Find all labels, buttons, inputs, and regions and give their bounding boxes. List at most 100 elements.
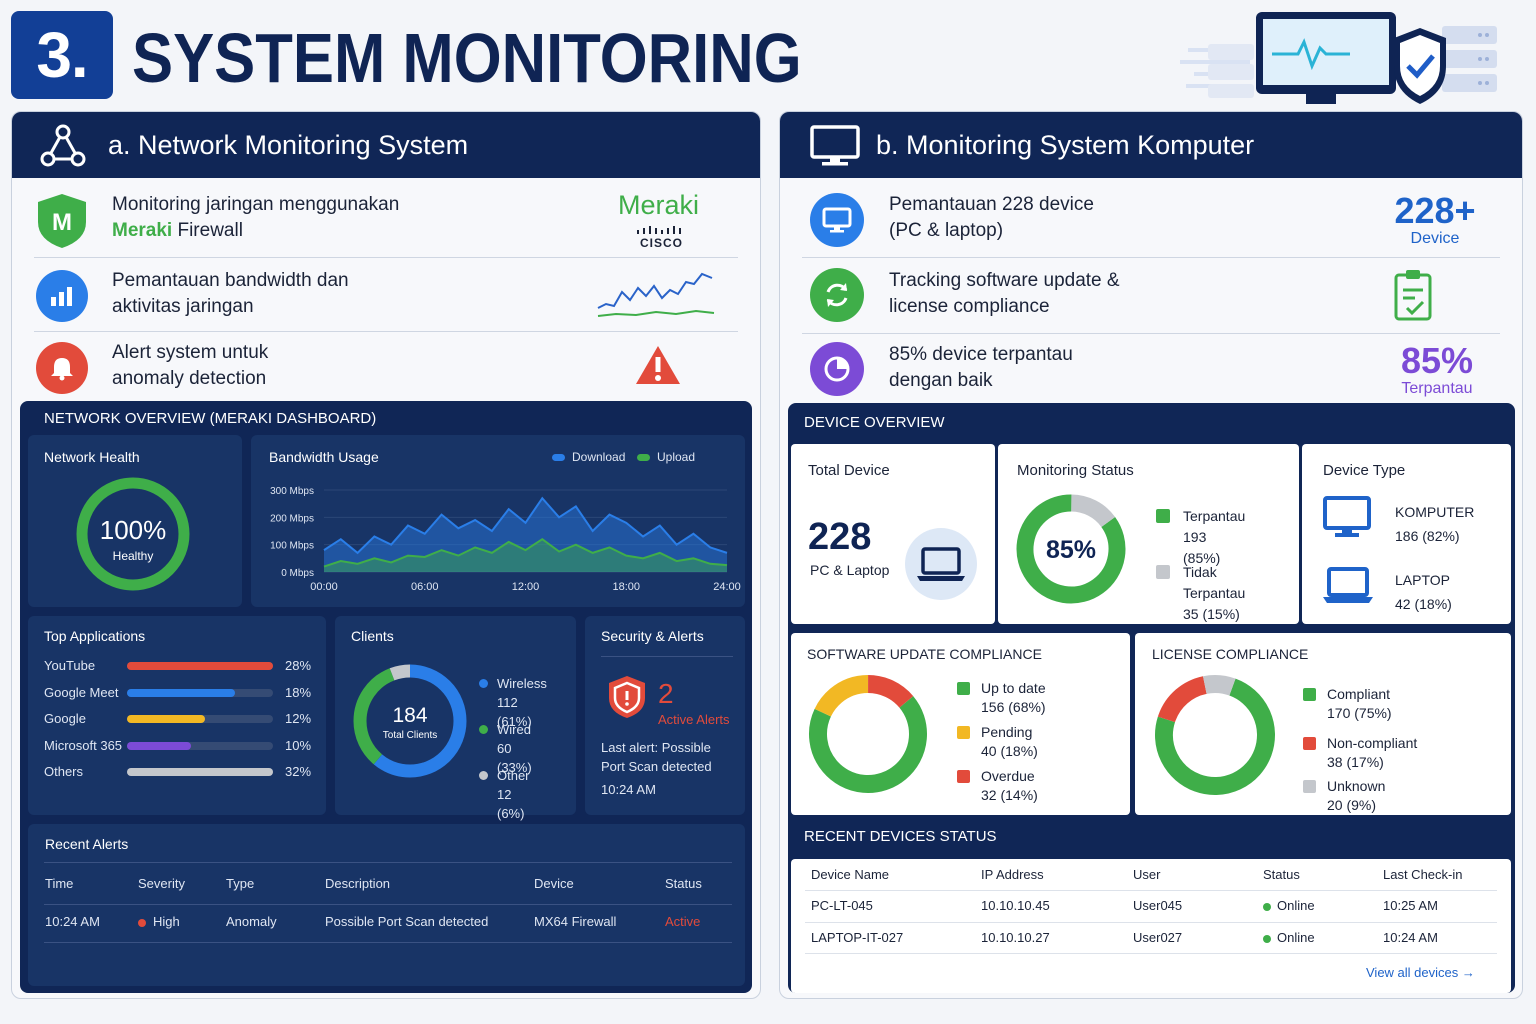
- device-type-name: LAPTOP: [1395, 572, 1450, 588]
- desktop-icon: [810, 193, 864, 247]
- monitor-shield-illustration: [1180, 12, 1497, 104]
- legend-download: Download: [572, 450, 626, 464]
- overview-title: NETWORK OVERVIEW (MERAKI DASHBOARD): [44, 410, 377, 427]
- recent-alerts-card: Recent Alerts Time Severity Type Descriptio…: [28, 824, 745, 986]
- legend-name: Up to date: [981, 680, 1046, 696]
- app-bar: [127, 741, 191, 750]
- network-dashboard: NETWORK OVERVIEW (MERAKI DASHBOARD) Netw…: [20, 401, 752, 993]
- donut-slice: [1155, 675, 1275, 795]
- monitoring-status-card: Monitoring Status 85% Terpantau 193 (85%)…: [998, 444, 1299, 624]
- online-dot: [1263, 935, 1271, 943]
- legend-name: Non-compliant: [1327, 735, 1418, 751]
- legend-swatch: [1156, 565, 1170, 579]
- table-row[interactable]: 10:24 AM High Anomaly Possible Port Scan…: [28, 914, 745, 934]
- legend-dot: [479, 771, 488, 780]
- clients-total-label: Total Clients: [382, 730, 438, 741]
- status: Online: [1277, 930, 1315, 945]
- license-compliance-card: LICENSE COMPLIANCE Compliant 170 (75%) No…: [1135, 633, 1511, 815]
- card-title: SOFTWARE UPDATE COMPLIANCE: [807, 646, 1042, 662]
- last-checkin: 10:24 AM: [1383, 930, 1438, 945]
- card-title: Clients: [351, 628, 394, 644]
- card-title: LICENSE COMPLIANCE: [1152, 646, 1309, 662]
- feature-line1: Tracking software update &: [889, 270, 1120, 291]
- section-number: 3.: [11, 11, 113, 99]
- card-title: Security & Alerts: [601, 628, 704, 644]
- app-percent: 12%: [285, 711, 312, 726]
- app-name: Google: [44, 711, 86, 726]
- feature-line2: license compliance: [889, 296, 1050, 317]
- network-nodes-icon: [40, 124, 86, 167]
- legend-swatch: [957, 770, 970, 783]
- app-bar: [127, 768, 273, 776]
- user: User027: [1133, 930, 1183, 945]
- recent-devices-title: RECENT DEVICES STATUS: [804, 828, 997, 845]
- legend-value: 12 (6%): [497, 787, 525, 821]
- app-percent: 10%: [285, 737, 312, 753]
- column-header: Device Name: [811, 867, 890, 882]
- x-tick-label: 24:00: [713, 581, 741, 593]
- x-tick-label: 12:00: [512, 581, 540, 593]
- column-header: IP Address: [981, 867, 1044, 882]
- card-title: Top Applications: [44, 628, 146, 644]
- feature-line2: aktivitas jaringan: [112, 296, 254, 317]
- shield-alert-icon: [609, 676, 645, 718]
- device-type-value: 186 (82%): [1395, 528, 1460, 544]
- y-tick-label: 0 Mbps: [281, 568, 314, 579]
- donut-slice: [353, 664, 467, 778]
- health-value: 100%: [99, 515, 167, 545]
- security-card: Security & Alerts 2 Active Alerts Last a…: [585, 616, 745, 815]
- bar-chart-icon: [36, 270, 88, 322]
- feature-line2: Firewall: [172, 220, 243, 241]
- app-name: Others: [44, 764, 84, 779]
- donut-slice: [1016, 494, 1126, 604]
- legend-name: Terpantau: [1183, 508, 1246, 524]
- card-title: Network Health: [44, 449, 140, 465]
- total-device-label: PC & Laptop: [810, 562, 890, 578]
- legend-name: Compliant: [1327, 686, 1391, 702]
- feature-row-meraki: M Monitoring jaringan menggunakan Meraki…: [34, 178, 738, 258]
- cisco-bars-icon: [637, 226, 681, 234]
- feature-line1: 85% device terpantau: [889, 344, 1073, 365]
- feature-line2: dengan baik: [889, 370, 993, 391]
- last-checkin: 10:25 AM: [1383, 898, 1438, 913]
- app-row: Google Meet 18%: [28, 685, 326, 705]
- legend-swatch-download: [552, 454, 565, 461]
- column-header: User: [1133, 867, 1161, 882]
- legend-value: 170 (75%): [1327, 705, 1392, 721]
- x-tick-label: 06:00: [411, 581, 439, 593]
- line-download: [323, 496, 728, 555]
- health-label: Healthy: [112, 549, 154, 563]
- clients-donut: [353, 664, 467, 778]
- line-upload: [323, 537, 728, 568]
- column-header: Device: [534, 876, 574, 891]
- column-header: Type: [226, 876, 255, 891]
- laptop-icon: [905, 528, 977, 600]
- top-apps-card: Top Applications YouTube 28% Google Meet 18…: [28, 616, 326, 815]
- legend-value: 35 (15%): [1183, 606, 1240, 622]
- meraki-logo: Meraki: [618, 190, 700, 220]
- legend-name: Pending: [981, 724, 1033, 740]
- column-header: Time: [45, 876, 74, 891]
- donut-slice: [1155, 675, 1275, 795]
- device-dashboard: DEVICE OVERVIEW Total Device 228 PC & La…: [788, 403, 1515, 993]
- device-type-card: Device Type KOMPUTER 186 (82%) LAPTOP 42 (…: [1302, 444, 1511, 624]
- legend-value: 38 (17%): [1327, 754, 1384, 770]
- donut-slice: [353, 664, 467, 778]
- legend-upload: Upload: [657, 450, 696, 464]
- status: Online: [1277, 898, 1315, 913]
- x-tick-label: 00:00: [310, 581, 338, 593]
- y-tick-label: 100 Mbps: [270, 541, 314, 552]
- legend-name: Wired: [497, 722, 531, 737]
- table-row[interactable]: LAPTOP-IT-027 10.10.10.27 User027 Online 10:…: [791, 930, 1511, 950]
- device-type-value: 42 (18%): [1395, 596, 1452, 612]
- y-tick-label: 300 Mbps: [270, 486, 314, 497]
- column-header: Last Check-in: [1383, 867, 1463, 882]
- table-row[interactable]: PC-LT-045 10.10.10.45 User045 Online 10:25 A…: [791, 898, 1511, 923]
- app-row: Google 12%: [28, 711, 326, 731]
- view-all-devices-link[interactable]: View all devices →: [1366, 965, 1475, 980]
- severity-dot: [138, 919, 146, 927]
- legend-swatch: [957, 726, 970, 739]
- column-header: Status: [1263, 867, 1300, 882]
- meraki-shield-icon: M: [38, 194, 86, 248]
- laptop-icon: [1323, 567, 1373, 603]
